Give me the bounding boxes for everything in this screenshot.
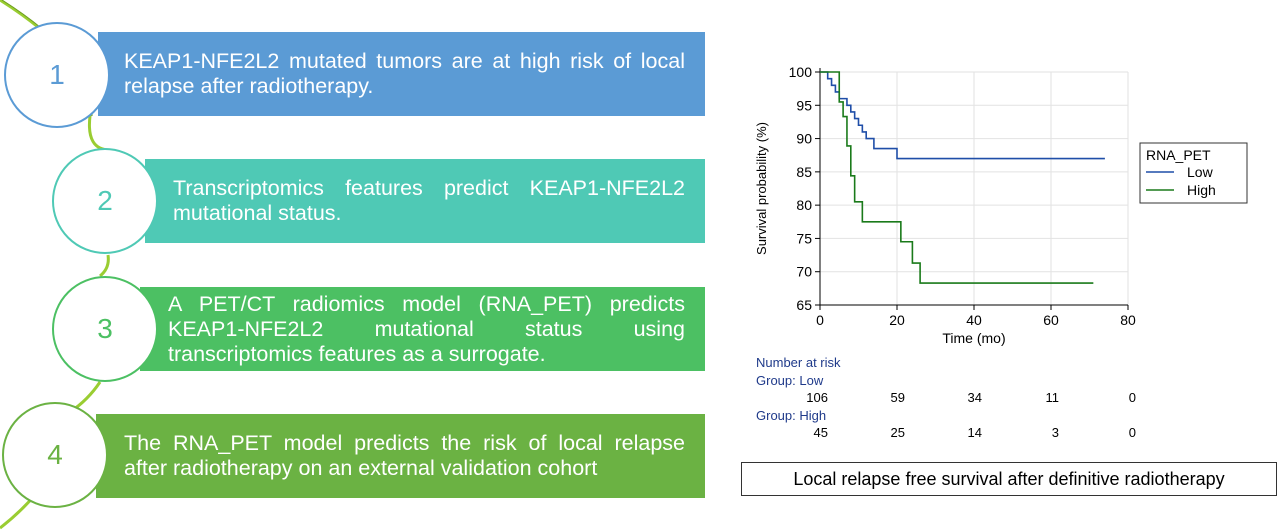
risk-count: 11 — [1046, 390, 1060, 405]
y-tick-label: 85 — [796, 164, 812, 180]
step-2-text: Transcriptomics features predict KEAP1-N… — [173, 176, 685, 225]
legend-title: RNA_PET — [1146, 147, 1211, 163]
chart-caption: Local relapse free survival after defini… — [741, 462, 1277, 496]
y-tick-label: 100 — [789, 64, 813, 80]
series-line-high — [820, 71, 1094, 284]
x-tick-label: 80 — [1120, 312, 1136, 328]
step-1-number: 1 — [4, 22, 110, 128]
step-1-text: KEAP1-NFE2L2 mutated tumors are at high … — [124, 49, 685, 98]
x-tick-label: 0 — [816, 312, 824, 328]
step-2-band: Transcriptomics features predict KEAP1-N… — [145, 159, 705, 243]
y-axis-label: Survival probability (%) — [754, 122, 769, 255]
risk-count: 106 — [806, 390, 828, 405]
step-4-band: The RNA_PET model predicts the risk of l… — [96, 414, 705, 498]
risk-count: 59 — [891, 390, 905, 405]
risk-count: 45 — [814, 425, 828, 440]
y-tick-label: 75 — [796, 230, 812, 246]
series-line-low — [820, 71, 1105, 160]
x-tick-label: 60 — [1043, 312, 1059, 328]
step-1-band: KEAP1-NFE2L2 mutated tumors are at high … — [98, 32, 705, 116]
x-tick-label: 40 — [966, 312, 982, 328]
x-tick-label: 20 — [889, 312, 905, 328]
y-tick-label: 95 — [796, 97, 812, 113]
y-tick-label: 90 — [796, 131, 812, 147]
risk-count: 3 — [1052, 425, 1059, 440]
risk-count: 0 — [1129, 425, 1136, 440]
risk-count: 34 — [968, 390, 982, 405]
kaplan-meier-chart: 65 70 75 80 85 90 95 100 0 20 40 60 80 Time (mo) Survi… — [754, 64, 1248, 440]
x-axis-label: Time (mo) — [942, 330, 1005, 346]
step-3-number: 3 — [52, 276, 158, 382]
risk-group-label: Group: High — [756, 408, 826, 423]
legend-entry-high: High — [1187, 182, 1216, 198]
risk-count: 25 — [891, 425, 905, 440]
y-tick-label: 70 — [796, 264, 812, 280]
legend-entry-low: Low — [1187, 164, 1214, 180]
findings-panel: KEAP1-NFE2L2 mutated tumors are at high … — [0, 0, 705, 530]
y-tick-label: 65 — [796, 297, 812, 313]
risk-table-title: Number at risk — [756, 355, 841, 370]
risk-group-label: Group: Low — [756, 373, 824, 388]
step-4-number: 4 — [2, 402, 108, 508]
step-3-text: A PET/CT radiomics model (RNA_PET) predi… — [168, 291, 685, 366]
step-3-band: A PET/CT radiomics model (RNA_PET) predi… — [140, 287, 705, 371]
risk-count: 14 — [968, 425, 982, 440]
y-tick-label: 80 — [796, 197, 812, 213]
step-2-number: 2 — [52, 148, 158, 254]
risk-count: 0 — [1129, 390, 1136, 405]
step-4-text: The RNA_PET model predicts the risk of l… — [124, 431, 685, 480]
legend-box — [1139, 142, 1248, 204]
